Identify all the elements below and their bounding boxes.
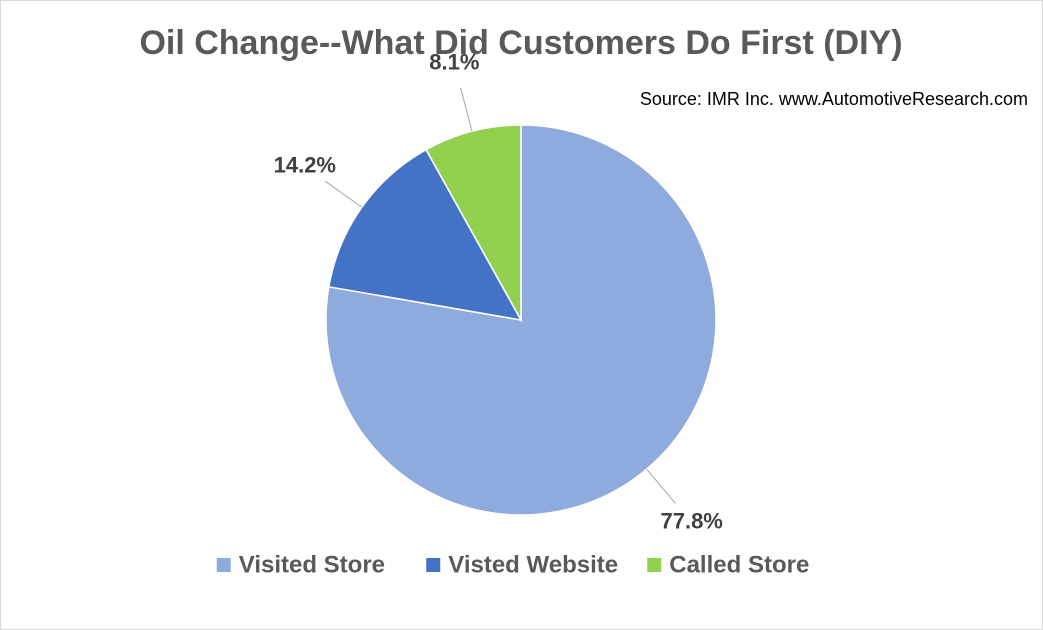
data-label: 77.8% bbox=[660, 509, 722, 534]
legend-swatch bbox=[216, 558, 231, 572]
legend-label: Visted Website bbox=[448, 551, 618, 578]
legend-swatch bbox=[647, 558, 662, 572]
legend-label: Called Store bbox=[669, 551, 809, 578]
data-label: 8.1% bbox=[429, 49, 479, 74]
data-label: 14.2% bbox=[274, 153, 336, 178]
source-note: Source: IMR Inc. www.AutomotiveResearch.… bbox=[640, 89, 1028, 109]
pie-slice bbox=[425, 124, 522, 323]
leader-line bbox=[324, 180, 363, 208]
chart-title: Oil Change--What Did Customers Do First … bbox=[139, 24, 902, 62]
legend-swatch bbox=[426, 558, 441, 572]
pie-slice bbox=[327, 148, 523, 322]
leader-line bbox=[646, 468, 676, 504]
legend-label: Visited Store bbox=[239, 551, 385, 578]
leader-line bbox=[460, 87, 473, 132]
